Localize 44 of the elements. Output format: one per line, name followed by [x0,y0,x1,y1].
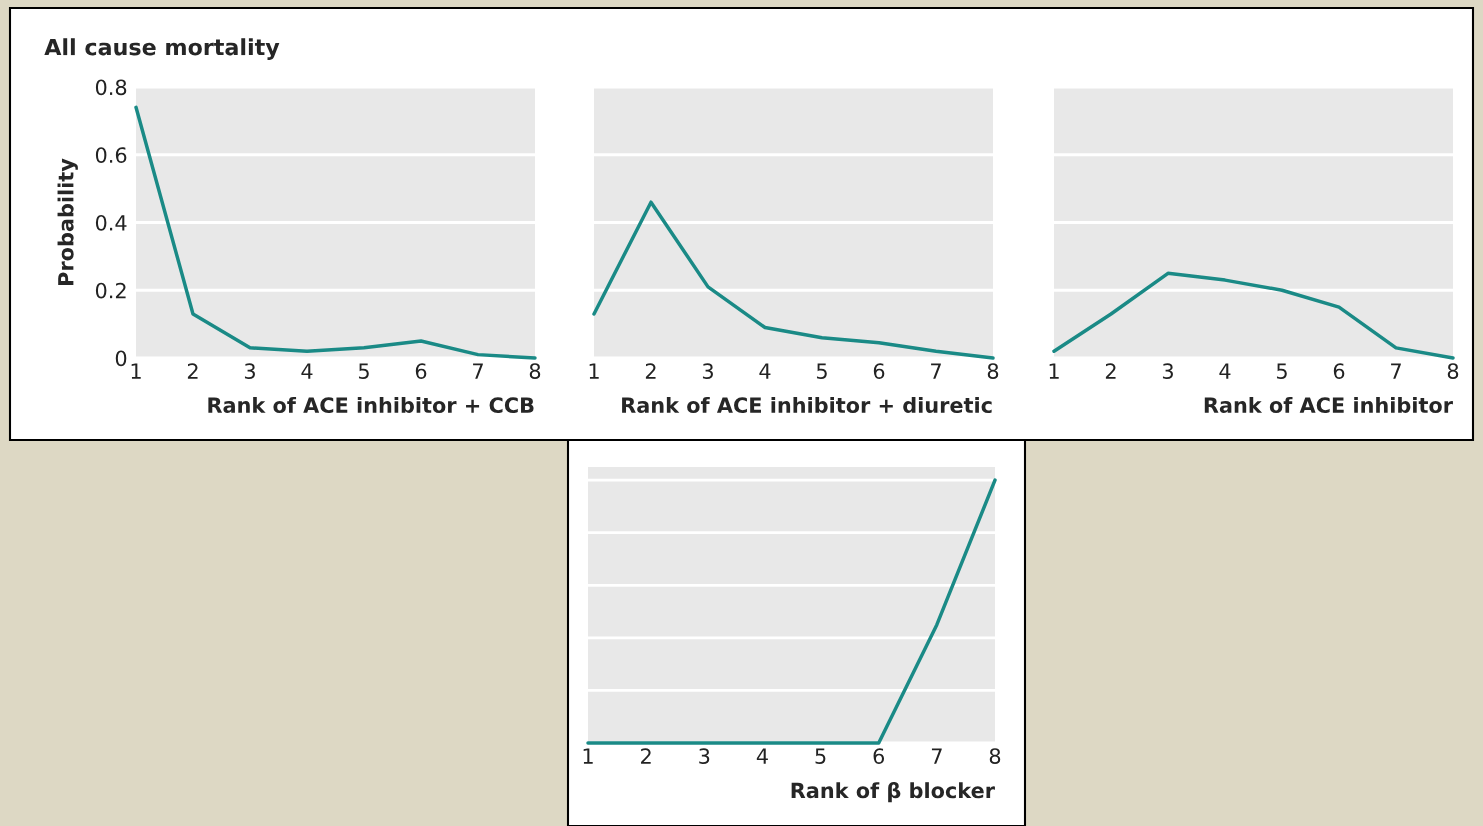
x-axis-title: Rank of β blocker [791,781,995,803]
x-tick-label: 8 [1447,363,1459,379]
x-tick-label: 7 [931,363,941,379]
x-tick-label: 7 [473,363,483,379]
x-tick-label: 8 [987,363,999,379]
x-tick-label: 1 [1049,363,1059,379]
y-tick-label: 0.4 [95,214,127,231]
x-tick-label: 7 [1391,363,1401,379]
x-axis-title: Rank of ACE inhibitor + diuretic [622,396,992,414]
y-tick-label: 0 [115,350,127,367]
y-tick-label: 0.2 [95,282,126,299]
x-tick-label: 5 [358,363,369,379]
x-tick-label: 4 [301,363,313,379]
x-tick-label: 2 [187,363,198,379]
x-tick-label: 3 [702,363,713,379]
x-tick-label: 8 [529,363,541,379]
x-tick-label: 5 [815,748,826,764]
x-tick-label: 2 [1105,363,1116,379]
x-tick-label: 7 [931,748,942,764]
y-tick-label: 0.8 [95,79,127,96]
x-tick-label: 1 [589,363,599,379]
x-tick-label: 3 [1162,363,1173,379]
x-tick-label: 2 [645,363,656,379]
x-tick-label: 8 [989,748,1001,764]
x-tick-label: 1 [131,363,141,379]
chart-title: All cause mortality [44,38,280,60]
x-axis-title: Rank of ACE inhibitor + CCB [208,396,534,414]
x-tick-label: 6 [873,748,885,764]
x-tick-label: 4 [1219,363,1231,379]
x-tick-label: 6 [415,363,427,379]
x-tick-label: 5 [816,363,827,379]
line-series [134,105,537,360]
x-axis-title: Rank of ACE inhibitor [1204,396,1453,414]
y-axis-title: Probability [57,158,78,285]
x-tick-label: 4 [756,748,768,764]
x-tick-label: 2 [641,748,651,764]
x-tick-label: 6 [1333,363,1345,379]
x-tick-label: 4 [759,363,771,379]
x-tick-label: 5 [1276,363,1287,379]
x-tick-label: 1 [583,748,593,764]
x-tick-label: 6 [873,363,885,379]
y-tick-label: 0.6 [95,147,127,163]
x-tick-label: 3 [699,748,710,764]
x-tick-label: 3 [244,363,255,379]
